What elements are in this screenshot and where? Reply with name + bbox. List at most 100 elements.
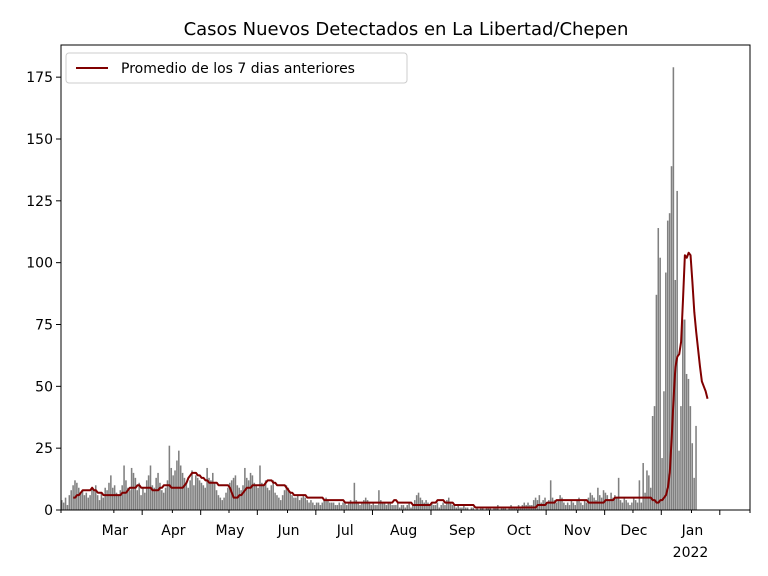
bar	[70, 490, 72, 510]
bar	[315, 502, 318, 510]
bar	[621, 502, 624, 510]
bar	[514, 507, 516, 510]
bar	[504, 507, 507, 510]
bar	[113, 485, 116, 510]
bar	[412, 505, 414, 510]
bar	[119, 490, 122, 510]
bar	[678, 450, 680, 510]
bar	[106, 490, 108, 510]
bar	[447, 497, 450, 510]
bar	[166, 480, 169, 510]
bar	[142, 487, 144, 510]
bar	[287, 487, 290, 510]
bar	[402, 505, 405, 510]
bar	[512, 507, 514, 510]
bar	[257, 487, 259, 510]
bar	[245, 477, 248, 510]
bar	[580, 502, 582, 510]
x-tick-sublabel: 2022	[673, 545, 709, 561]
bar	[408, 502, 410, 510]
bar	[548, 500, 550, 510]
x-tick-label: Jun	[277, 523, 300, 539]
bar	[338, 502, 341, 510]
bar	[261, 482, 263, 510]
bar	[308, 502, 310, 510]
bar	[631, 502, 633, 510]
bar	[174, 470, 176, 510]
bar	[140, 495, 142, 510]
bar	[595, 500, 597, 510]
bar	[553, 500, 556, 510]
bar	[666, 220, 669, 511]
bar	[682, 319, 684, 510]
bar	[327, 500, 329, 510]
bar	[217, 495, 220, 510]
bar	[432, 505, 435, 510]
bar	[279, 500, 282, 510]
bar	[572, 502, 575, 510]
bar-series	[61, 67, 697, 511]
bar	[642, 463, 644, 510]
x-tick-label: Nov	[564, 523, 591, 539]
bar	[376, 505, 378, 510]
bar	[693, 477, 695, 510]
bar	[523, 502, 526, 510]
bar	[240, 490, 242, 510]
bar	[625, 500, 627, 510]
bar	[242, 485, 244, 510]
bar	[540, 502, 543, 510]
bar	[676, 190, 678, 510]
bar	[661, 458, 663, 510]
bar	[223, 497, 225, 510]
bar	[334, 505, 337, 510]
bar	[400, 505, 403, 510]
bar	[600, 497, 603, 510]
x-tick-label: Mar	[102, 523, 129, 539]
bar	[632, 497, 635, 510]
bar	[576, 500, 578, 510]
bar	[281, 495, 284, 510]
bar	[289, 492, 291, 510]
bar	[574, 505, 576, 510]
bar	[85, 492, 88, 510]
bar	[568, 505, 571, 510]
bar	[83, 495, 86, 510]
bar	[427, 502, 429, 510]
bar	[648, 475, 650, 510]
bar	[587, 497, 590, 510]
bar	[325, 497, 327, 510]
bar	[278, 497, 280, 510]
bar	[459, 507, 461, 510]
bar	[302, 495, 305, 510]
x-tick-label: Dec	[620, 523, 647, 539]
bar	[627, 502, 629, 510]
bar	[570, 500, 573, 510]
bar	[410, 507, 412, 510]
bar	[79, 492, 82, 510]
bar	[619, 500, 622, 510]
bar	[66, 505, 69, 510]
bar	[72, 485, 74, 510]
bar	[683, 319, 686, 510]
bar	[295, 497, 297, 510]
bar	[161, 490, 163, 510]
bar	[389, 502, 391, 510]
bar	[247, 480, 250, 510]
bar	[646, 470, 648, 510]
bar	[198, 480, 201, 510]
bar	[249, 472, 252, 510]
bar	[255, 485, 257, 510]
bar	[357, 502, 359, 510]
bar	[383, 502, 386, 510]
bar	[159, 482, 161, 510]
bar	[489, 507, 492, 510]
bar	[397, 502, 399, 510]
bar	[508, 507, 510, 510]
bar	[653, 406, 656, 510]
bar	[225, 492, 227, 510]
y-tick-label: 175	[26, 70, 53, 86]
bar	[665, 272, 667, 510]
bar	[398, 507, 401, 510]
bar	[385, 505, 388, 510]
